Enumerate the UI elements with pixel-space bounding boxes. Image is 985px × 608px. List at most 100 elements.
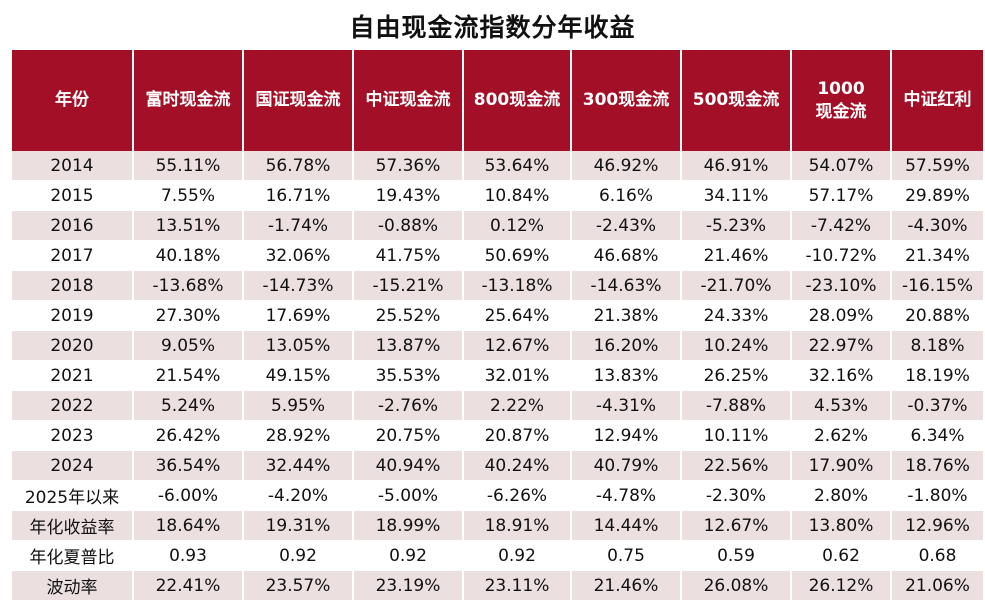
table-cell: 10.84% bbox=[464, 181, 572, 211]
table-row: 2016 13.51% -1.74% -0.88% 0.12% -2.43% -5.23% -… bbox=[12, 211, 983, 241]
row-label: 年化夏普比 bbox=[12, 541, 134, 571]
returns-table: 年份 富时现金流 国证现金流 中证现金流 800现金流 300现金流 500现金流 1000 现… bbox=[12, 50, 983, 601]
table-cell: 40.94% bbox=[354, 451, 464, 481]
table-cell: 50.69% bbox=[464, 241, 572, 271]
table-row: 2024 36.54% 32.44% 40.94% 40.24% 40.79% 22.56%… bbox=[12, 451, 983, 481]
row-label: 2019 bbox=[12, 301, 134, 331]
column-header: 年份 bbox=[12, 50, 134, 151]
table-cell: 0.93 bbox=[134, 541, 244, 571]
table-row: 2018 -13.68% -14.73% -15.21% -13.18% -14.63% -… bbox=[12, 271, 983, 301]
table-cell: 21.06% bbox=[892, 571, 983, 601]
table-cell: -5.23% bbox=[682, 211, 792, 241]
table-cell: -14.63% bbox=[572, 271, 682, 301]
table-row: 2017 40.18% 32.06% 41.75% 50.69% 46.68% 21.46%… bbox=[12, 241, 983, 271]
table-cell: -7.88% bbox=[682, 391, 792, 421]
table-cell: 12.67% bbox=[464, 331, 572, 361]
table-cell: 0.68 bbox=[892, 541, 983, 571]
table-cell: 4.53% bbox=[792, 391, 892, 421]
table-cell: 20.75% bbox=[354, 421, 464, 451]
table-cell: 10.11% bbox=[682, 421, 792, 451]
table-cell: 16.71% bbox=[244, 181, 354, 211]
table-cell: 53.64% bbox=[464, 151, 572, 181]
table-cell: 13.87% bbox=[354, 331, 464, 361]
table-cell: 9.05% bbox=[134, 331, 244, 361]
table-row: 2015 7.55% 16.71% 19.43% 10.84% 6.16% 34.11% 57… bbox=[12, 181, 983, 211]
table-cell: 27.30% bbox=[134, 301, 244, 331]
row-label: 2022 bbox=[12, 391, 134, 421]
column-header: 国证现金流 bbox=[244, 50, 354, 151]
table-cell: -2.30% bbox=[682, 481, 792, 511]
table-cell: -6.00% bbox=[134, 481, 244, 511]
table-cell: 0.12% bbox=[464, 211, 572, 241]
row-label: 2014 bbox=[12, 151, 134, 181]
table-cell: 22.41% bbox=[134, 571, 244, 601]
row-label: 2018 bbox=[12, 271, 134, 301]
table-cell: 41.75% bbox=[354, 241, 464, 271]
table-cell: 26.25% bbox=[682, 361, 792, 391]
table-cell: -21.70% bbox=[682, 271, 792, 301]
row-label: 2023 bbox=[12, 421, 134, 451]
table-cell: 7.55% bbox=[134, 181, 244, 211]
table-cell: 10.24% bbox=[682, 331, 792, 361]
table-cell: -10.72% bbox=[792, 241, 892, 271]
table-cell: 14.44% bbox=[572, 511, 682, 541]
table-cell: 25.64% bbox=[464, 301, 572, 331]
table-cell: 46.92% bbox=[572, 151, 682, 181]
table-cell: 55.11% bbox=[134, 151, 244, 181]
table-cell: 13.80% bbox=[792, 511, 892, 541]
table-cell: 16.20% bbox=[572, 331, 682, 361]
table-cell: 0.59 bbox=[682, 541, 792, 571]
table-cell: 19.31% bbox=[244, 511, 354, 541]
table-cell: -4.31% bbox=[572, 391, 682, 421]
table-cell: 13.83% bbox=[572, 361, 682, 391]
table-cell: 32.44% bbox=[244, 451, 354, 481]
table-cell: 26.42% bbox=[134, 421, 244, 451]
table-row: 波动率 22.41% 23.57% 23.19% 23.11% 21.46% 26.08% 2… bbox=[12, 571, 983, 601]
table-cell: 2.22% bbox=[464, 391, 572, 421]
row-label: 年化收益率 bbox=[12, 511, 134, 541]
table-row: 2025年以来 -6.00% -4.20% -5.00% -6.26% -4.78% -2.… bbox=[12, 481, 983, 511]
table-cell: -6.26% bbox=[464, 481, 572, 511]
table-cell: 18.91% bbox=[464, 511, 572, 541]
table-cell: 57.59% bbox=[892, 151, 983, 181]
table-cell: 23.57% bbox=[244, 571, 354, 601]
table-cell: 13.05% bbox=[244, 331, 354, 361]
table-cell: 32.06% bbox=[244, 241, 354, 271]
row-label: 2017 bbox=[12, 241, 134, 271]
table-cell: 12.96% bbox=[892, 511, 983, 541]
table-cell: 26.12% bbox=[792, 571, 892, 601]
table-cell: -16.15% bbox=[892, 271, 983, 301]
row-label: 波动率 bbox=[12, 571, 134, 601]
table-cell: 13.51% bbox=[134, 211, 244, 241]
table-cell: 35.53% bbox=[354, 361, 464, 391]
table-cell: 20.87% bbox=[464, 421, 572, 451]
table-cell: -4.78% bbox=[572, 481, 682, 511]
table-cell: 54.07% bbox=[792, 151, 892, 181]
table-row: 年化收益率 18.64% 19.31% 18.99% 18.91% 14.44% 12.67… bbox=[12, 511, 983, 541]
table-title: 自由现金流指数分年收益 bbox=[349, 13, 636, 42]
table-cell: -4.30% bbox=[892, 211, 983, 241]
table-cell: 21.38% bbox=[572, 301, 682, 331]
table-cell: 40.18% bbox=[134, 241, 244, 271]
table-cell: 0.92 bbox=[244, 541, 354, 571]
table-row: 年化夏普比 0.93 0.92 0.92 0.92 0.75 0.59 0.62 0.68 bbox=[12, 541, 983, 571]
row-label: 2025年以来 bbox=[12, 481, 134, 511]
row-label: 2021 bbox=[12, 361, 134, 391]
table-cell: 19.43% bbox=[354, 181, 464, 211]
table-cell: -13.68% bbox=[134, 271, 244, 301]
table-cell: 57.17% bbox=[792, 181, 892, 211]
table-cell: 0.92 bbox=[354, 541, 464, 571]
table-cell: -4.20% bbox=[244, 481, 354, 511]
row-label: 2016 bbox=[12, 211, 134, 241]
table-cell: 22.56% bbox=[682, 451, 792, 481]
column-header: 中证红利 bbox=[892, 50, 983, 151]
table-cell: 56.78% bbox=[244, 151, 354, 181]
table-cell: 21.46% bbox=[682, 241, 792, 271]
table-cell: 12.67% bbox=[682, 511, 792, 541]
table-cell: 18.76% bbox=[892, 451, 983, 481]
table-cell: 17.90% bbox=[792, 451, 892, 481]
table-cell: 0.75 bbox=[572, 541, 682, 571]
table-row: 2021 21.54% 49.15% 35.53% 32.01% 13.83% 26.25%… bbox=[12, 361, 983, 391]
table-cell: 21.46% bbox=[572, 571, 682, 601]
column-header: 500现金流 bbox=[682, 50, 792, 151]
